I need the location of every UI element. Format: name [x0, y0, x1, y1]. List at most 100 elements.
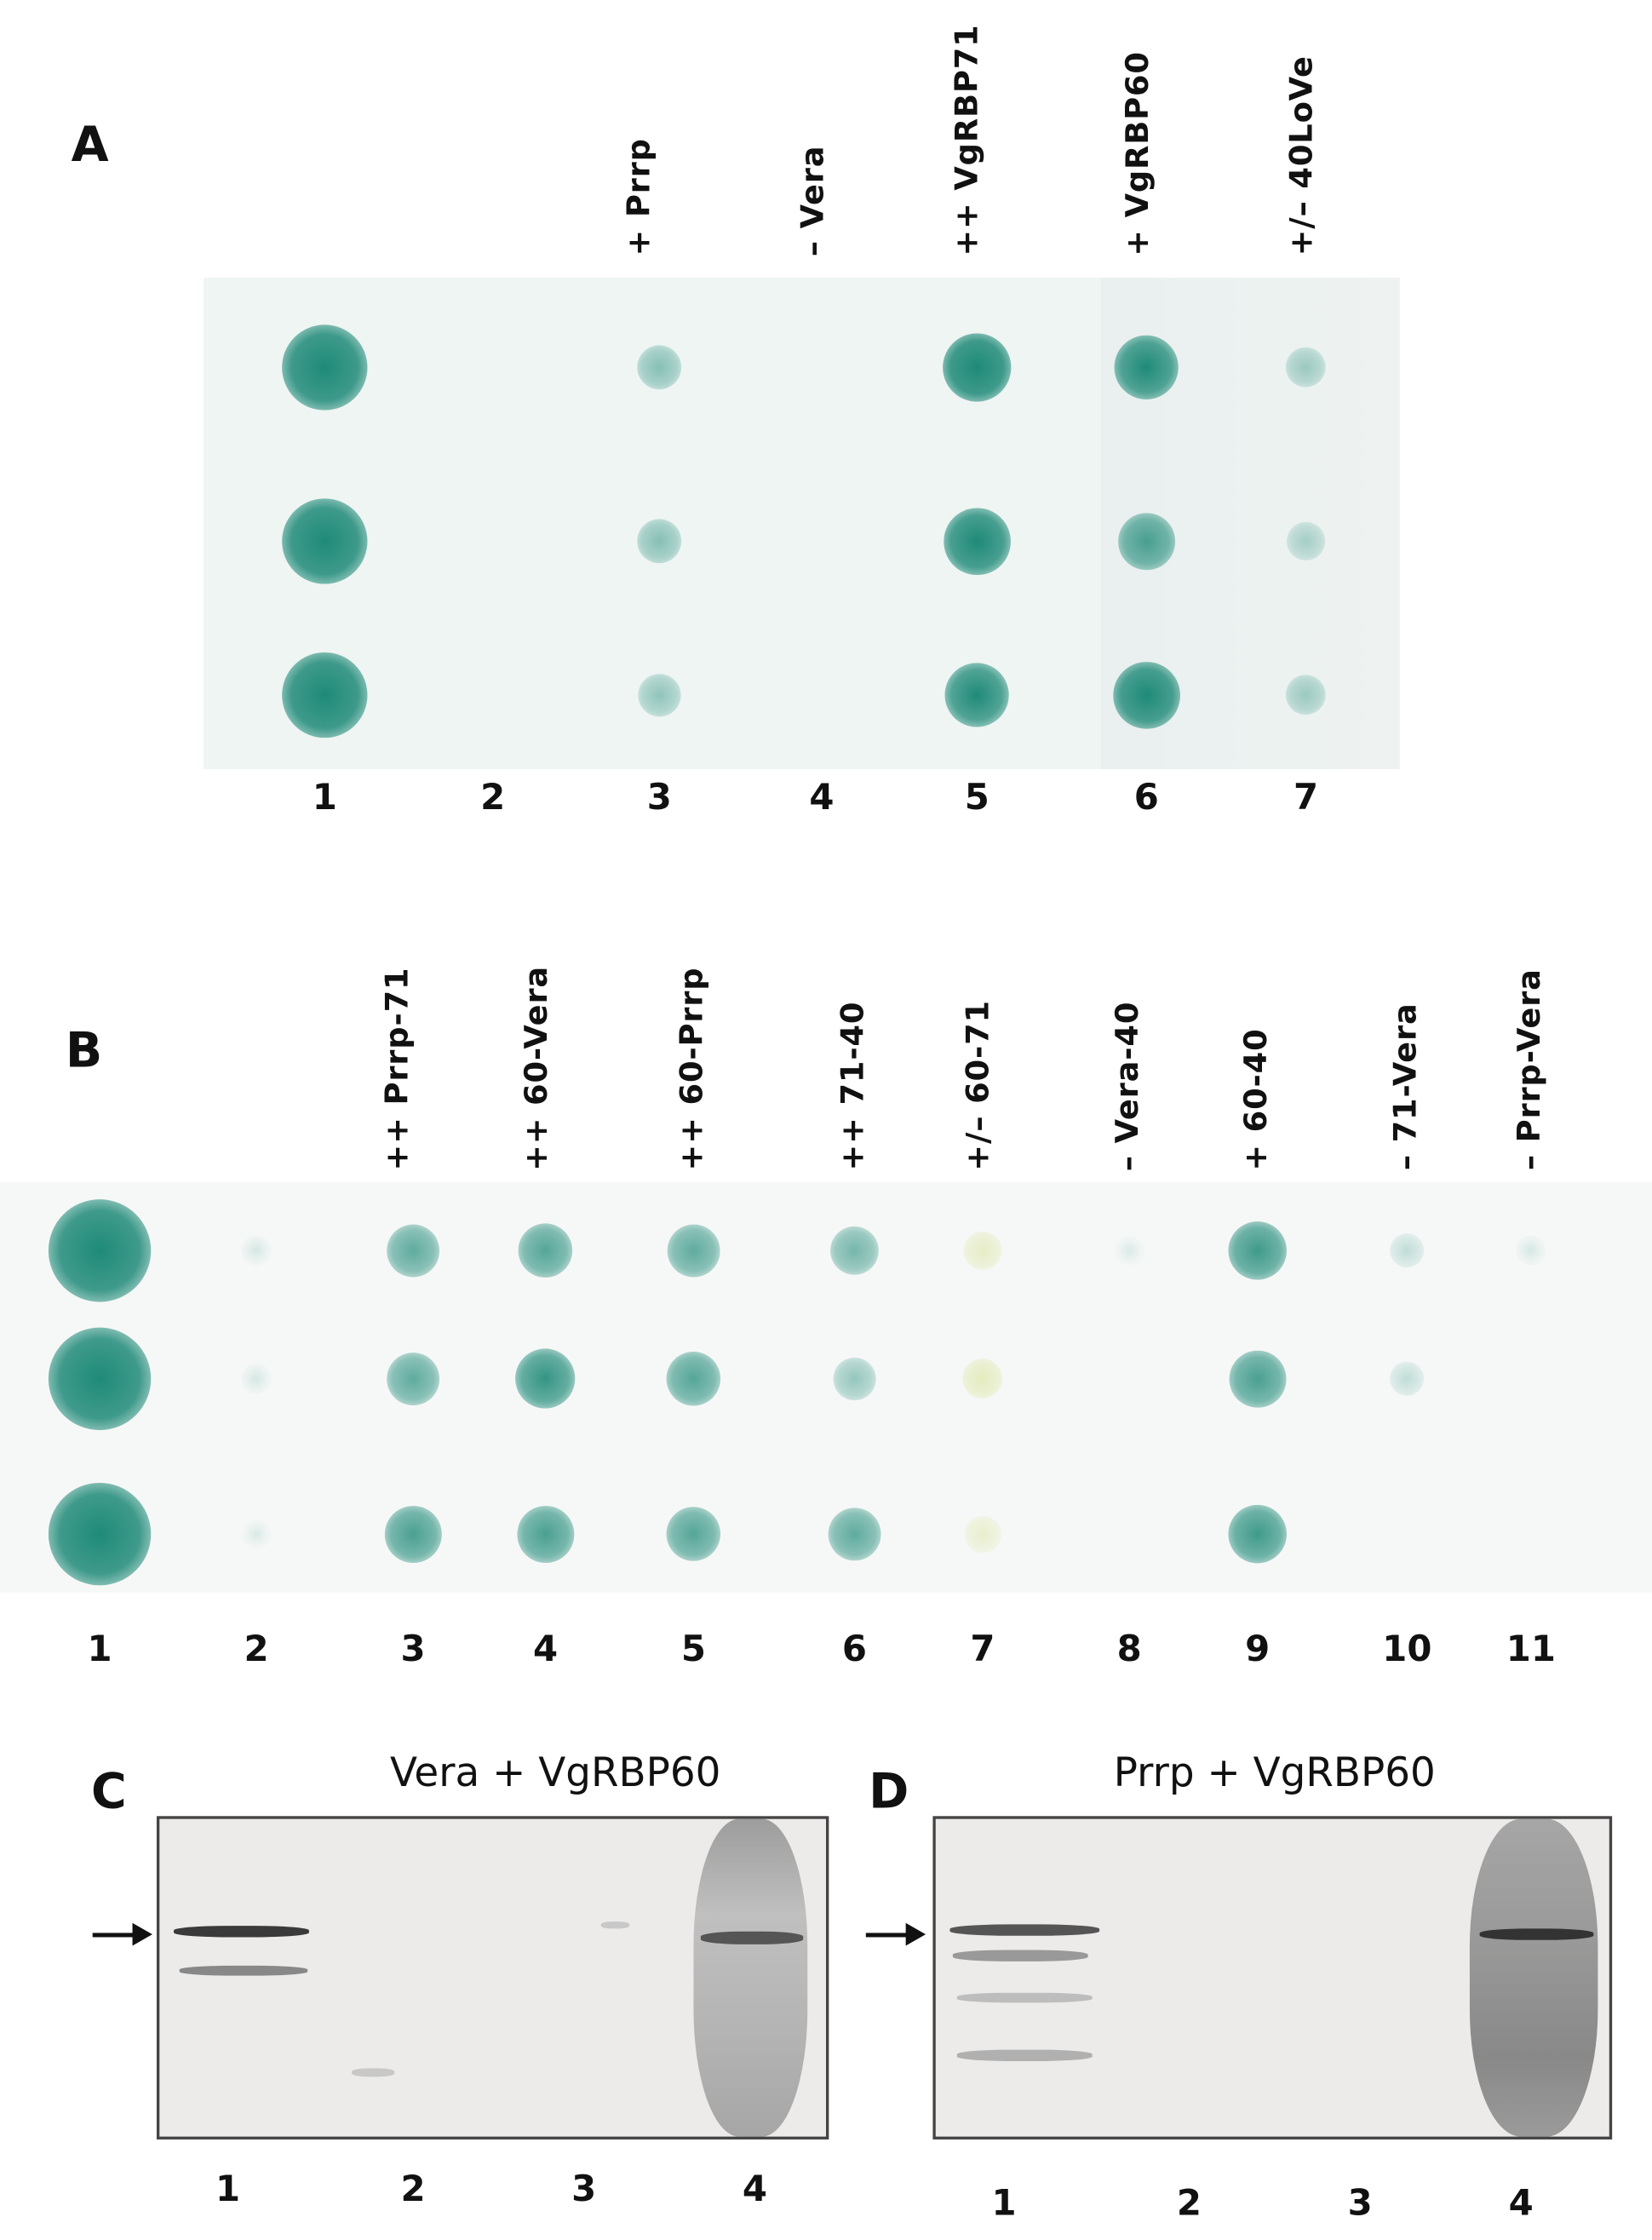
- lane-label: ++ 60-Prrp: [674, 967, 711, 1171]
- lane-label: – Vera: [795, 145, 832, 257]
- lane-label: – 71-Vera: [1388, 1002, 1425, 1171]
- dot: [1114, 1235, 1144, 1266]
- panel-d-letter: D: [869, 1763, 909, 1821]
- gel-band: [1479, 1928, 1594, 1940]
- lane-number: 3: [400, 1628, 426, 1670]
- lane-number: 3: [1347, 2182, 1373, 2224]
- gel-band: [956, 1992, 1093, 2003]
- lane-number: 6: [1133, 776, 1159, 818]
- lane-number: 1: [215, 2168, 241, 2209]
- dot: [666, 1351, 721, 1406]
- lane-label: +/– 60-71: [961, 1000, 997, 1171]
- lane-label: + 60-40: [1238, 1028, 1275, 1171]
- gel-band: [952, 1950, 1088, 1961]
- lane-number: 2: [480, 776, 506, 818]
- dot: [962, 1358, 1003, 1399]
- dot: [48, 1482, 152, 1586]
- gel-band: [949, 1924, 1100, 1936]
- lane-number: 1: [312, 776, 337, 818]
- gel-band: [174, 1926, 309, 1938]
- gel-smear: [1469, 1818, 1598, 2137]
- dot: [515, 1348, 576, 1410]
- lane-label: + VgRBP60: [1121, 51, 1156, 257]
- dot: [48, 1199, 152, 1302]
- lane-number: 4: [1508, 2182, 1534, 2224]
- panel-b-dot-blot: [0, 1182, 1652, 1593]
- dot: [1285, 675, 1327, 715]
- lane-number: 9: [1245, 1628, 1271, 1670]
- dot: [241, 1363, 272, 1394]
- lane-number: 8: [1116, 1628, 1142, 1670]
- lane-number: 5: [964, 776, 989, 818]
- dot: [964, 1515, 1001, 1553]
- dot: [1228, 1221, 1288, 1280]
- dot: [1285, 347, 1327, 388]
- dot: [667, 1224, 720, 1278]
- dot: [282, 325, 368, 411]
- panel-b-letter: B: [65, 1022, 103, 1080]
- gel-band: [956, 2049, 1093, 2061]
- dot: [830, 1226, 879, 1275]
- lane-number: 4: [532, 1628, 559, 1670]
- dot: [241, 1235, 272, 1266]
- dot: [637, 345, 682, 390]
- dot: [833, 1357, 876, 1400]
- dot: [1113, 662, 1180, 729]
- lane-number: 1: [991, 2182, 1017, 2224]
- lane-number: 6: [841, 1628, 867, 1670]
- dot: [518, 1223, 573, 1278]
- lane-label: ++ Prrp-71: [380, 967, 416, 1171]
- dot: [963, 1231, 1002, 1270]
- lane-number: 2: [400, 2168, 426, 2209]
- dot: [638, 674, 681, 717]
- dot: [944, 508, 1011, 575]
- dot: [1287, 521, 1326, 561]
- gel-band: [352, 2068, 395, 2077]
- panel-c-letter: C: [91, 1763, 127, 1821]
- dot: [637, 519, 682, 564]
- lane-number: 11: [1506, 1628, 1556, 1670]
- panel-c-gel: [156, 1816, 829, 2139]
- dot: [1515, 1235, 1546, 1266]
- lane-number: 7: [970, 1628, 995, 1670]
- lane-number: 7: [1293, 776, 1319, 818]
- dot: [1118, 513, 1175, 570]
- lane-number: 3: [571, 2168, 597, 2209]
- panel-a-letter: A: [71, 117, 109, 175]
- lane-label: +/– 40LoVe: [1284, 55, 1321, 257]
- lane-number: 2: [244, 1628, 269, 1670]
- lane-label: ++ 60-Vera: [519, 965, 556, 1171]
- lane-label: – Prrp-Vera: [1512, 968, 1548, 1171]
- panel-d-gel: [932, 1816, 1613, 2139]
- gel-band: [700, 1931, 804, 1944]
- lane-label: – Vera-40: [1110, 1001, 1147, 1171]
- dot: [1390, 1233, 1425, 1268]
- gel-smear: [693, 1818, 808, 2137]
- dot: [943, 333, 1012, 402]
- lane-label: ++ 71-40: [835, 1001, 872, 1171]
- dot: [1114, 335, 1179, 400]
- dot: [387, 1353, 439, 1405]
- dot: [666, 1507, 721, 1562]
- dot: [1229, 1350, 1286, 1407]
- gel-band: [600, 1921, 630, 1929]
- dot: [1390, 1361, 1425, 1397]
- lane-number: 10: [1382, 1628, 1432, 1670]
- arrow-icon: [92, 1922, 152, 1946]
- panel-a-dot-blot: [204, 278, 1400, 770]
- arrow-icon: [865, 1922, 926, 1946]
- lane-label: + Prrp: [622, 138, 658, 257]
- panel-d-title: Prrp + VgRBP60: [1113, 1749, 1436, 1796]
- lane-number: 3: [646, 776, 672, 818]
- dot: [48, 1327, 152, 1431]
- dot: [828, 1508, 881, 1560]
- lane-number: 5: [680, 1628, 707, 1670]
- dot: [384, 1506, 442, 1563]
- dot: [1228, 1504, 1288, 1564]
- lane-number: 4: [742, 2168, 767, 2209]
- dot: [241, 1519, 272, 1549]
- panel-c-title: Vera + VgRBP60: [390, 1749, 721, 1796]
- dot: [282, 498, 368, 584]
- lane-number: 4: [809, 776, 835, 818]
- lane-label: ++ VgRBP71: [949, 24, 986, 257]
